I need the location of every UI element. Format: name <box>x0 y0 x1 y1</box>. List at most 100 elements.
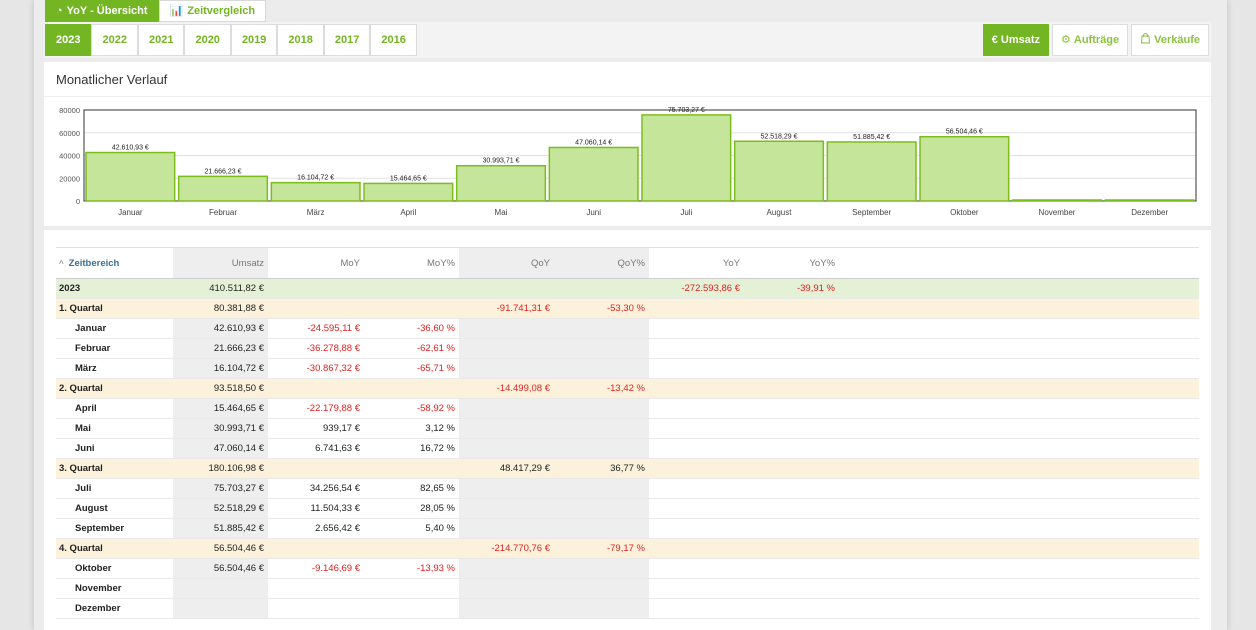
table-row[interactable]: Mai 30.993,71 € 939,17 € 3,12 % <box>56 419 1199 439</box>
year-button-2021[interactable]: 2021 <box>137 24 185 56</box>
table-cell <box>268 299 364 318</box>
year-button-2016[interactable]: 2016 <box>370 24 417 56</box>
table-cell <box>744 299 839 318</box>
data-label: 42.610,93 € <box>112 145 149 152</box>
table-cell: -36,60 % <box>416 323 455 334</box>
table-row[interactable]: März 16.104,72 € -30.867,32 € -65,71 % <box>56 359 1199 379</box>
table-cell: -58,92 % <box>416 403 455 414</box>
data-label: 16.104,72 € <box>297 175 334 182</box>
table-cell: Januar <box>75 323 107 334</box>
year-button-2023[interactable]: 2023 <box>45 24 92 56</box>
quarter-row[interactable]: 1. Quartal 80.381,88 € -91.741,31 € -53,30 … <box>56 299 1199 319</box>
filler-cell <box>839 419 1199 438</box>
table-cell: November <box>75 583 122 594</box>
table-row[interactable]: Februar 21.666,23 € -36.278,88 € -62,61 % <box>56 339 1199 359</box>
table-cell <box>459 479 554 498</box>
data-label: 30.993,71 € <box>483 158 520 165</box>
table-cell <box>364 539 459 558</box>
table-cell: 180.106,98 € <box>208 463 264 474</box>
table-cell: 4. Quartal <box>59 543 103 554</box>
table-row[interactable]: Oktober 56.504,46 € -9.146,69 € -13,93 % <box>56 559 1199 579</box>
x-tick-label: Februar <box>209 208 237 217</box>
table-cell <box>744 539 839 558</box>
data-label: 21.666,23 € <box>205 168 242 175</box>
filler-cell <box>839 499 1199 518</box>
column-header-moy-pct[interactable]: MoY% <box>427 257 455 269</box>
data-label: 52.518,29 € <box>761 133 798 140</box>
metric-button-umsatz[interactable]: € Umsatz <box>982 24 1050 56</box>
shopping-bag-icon <box>1140 33 1151 47</box>
table-cell <box>744 359 839 378</box>
toolbar: 2023 2022 2021 2020 2019 2018 2017 2016 … <box>44 22 1211 58</box>
filler-cell <box>839 479 1199 498</box>
column-header-umsatz[interactable]: Umsatz <box>173 248 268 278</box>
tab-yoy-overview[interactable]: ◔ YoY - Übersicht <box>45 0 159 22</box>
table-cell: März <box>75 363 97 374</box>
table-cell <box>459 519 554 538</box>
table-cell <box>649 379 744 398</box>
table-row[interactable]: September 51.885,42 € 2.656,42 € 5,40 % <box>56 519 1199 539</box>
quarter-row[interactable]: 3. Quartal 180.106,98 € 48.417,29 € 36,77 % <box>56 459 1199 479</box>
table-cell <box>744 339 839 358</box>
column-header-zeitbereich[interactable]: ^ Zeitbereich <box>56 248 173 278</box>
table-cell <box>649 359 744 378</box>
year-button-2017[interactable]: 2017 <box>323 24 371 56</box>
year-button-2022[interactable]: 2022 <box>91 24 138 56</box>
filler-cell <box>839 248 1199 278</box>
table-cell <box>364 579 459 598</box>
table-cell: 21.666,23 € <box>173 339 268 358</box>
table-cell <box>744 459 839 478</box>
quarter-row[interactable]: 2. Quartal 93.518,50 € -14.499,08 € -13,42 … <box>56 379 1199 399</box>
metric-button-verkaeufe[interactable]: Verkäufe <box>1131 24 1209 56</box>
filler-cell <box>839 339 1199 358</box>
table-row[interactable]: August 52.518,29 € 11.504,33 € 28,05 % <box>56 499 1199 519</box>
table-row[interactable]: Juni 47.060,14 € 6.741,63 € 16,72 % <box>56 439 1199 459</box>
table-cell: 2.656,42 € <box>315 523 360 534</box>
table-cell <box>744 319 839 338</box>
table-row[interactable]: April 15.464,65 € -22.179,88 € -58,92 % <box>56 399 1199 419</box>
bar <box>85 151 176 202</box>
table-row[interactable]: Januar 42.610,93 € -24.595,11 € -36,60 % <box>56 319 1199 339</box>
table-cell <box>554 319 649 338</box>
table-cell <box>649 499 744 518</box>
bar-chart-icon: 📊 <box>169 4 184 17</box>
year-row[interactable]: 2023 410.511,82 € -272.593,86 € -39,91 % <box>56 279 1199 299</box>
table-cell: 36,77 % <box>610 463 645 474</box>
column-header-yoy[interactable]: YoY <box>722 257 740 269</box>
table-cell <box>364 279 459 298</box>
year-button-2018[interactable]: 2018 <box>277 24 324 56</box>
bar <box>733 140 825 202</box>
table-cell: -62,61 % <box>416 343 455 354</box>
y-tick-label: 80000 <box>59 106 80 115</box>
bar <box>363 182 454 202</box>
table-row[interactable]: Juli 75.703,27 € 34.256,54 € 82,65 % <box>56 479 1199 499</box>
year-button-2020[interactable]: 2020 <box>184 24 231 56</box>
y-tick-label: 40000 <box>59 152 80 161</box>
table-cell <box>364 379 459 398</box>
table-cell: 75.703,27 € <box>173 479 268 498</box>
year-selector: 2023 2022 2021 2020 2019 2018 2017 2016 <box>45 24 417 56</box>
year-button-2019[interactable]: 2019 <box>230 24 278 56</box>
table-cell: -91.741,31 € <box>496 303 550 314</box>
table-cell <box>554 479 649 498</box>
table-cell <box>459 339 554 358</box>
table-row[interactable]: Dezember <box>56 599 1199 619</box>
table-row[interactable]: November <box>56 579 1199 599</box>
table-cell: 56.504,46 € <box>213 543 264 554</box>
table-cell <box>364 299 459 318</box>
tab-time-comparison[interactable]: 📊 Zeitvergleich <box>158 0 267 22</box>
column-header-yoy-pct[interactable]: YoY% <box>809 257 835 269</box>
column-header-moy[interactable]: MoY <box>340 257 360 269</box>
quarter-row[interactable]: 4. Quartal 56.504,46 € -214.770,76 € -79,17… <box>56 539 1199 559</box>
x-tick-label: Oktober <box>950 208 979 217</box>
column-header-qoy[interactable]: QoY <box>459 248 554 278</box>
table-cell <box>364 459 459 478</box>
table-cell <box>649 459 744 478</box>
data-table: ^ Zeitbereich Umsatz MoY MoY% QoY QoY% Yo… <box>56 247 1199 619</box>
table-cell <box>459 359 554 378</box>
x-tick-label: Dezember <box>1131 208 1168 217</box>
metric-button-auftraege[interactable]: ⚙ Aufträge <box>1052 24 1129 56</box>
column-header-qoy-pct[interactable]: QoY% <box>554 248 649 278</box>
table-cell: Juni <box>75 443 95 454</box>
chart-panel: Monatlicher Verlauf 80000 60000 40000 20000… <box>44 62 1211 226</box>
